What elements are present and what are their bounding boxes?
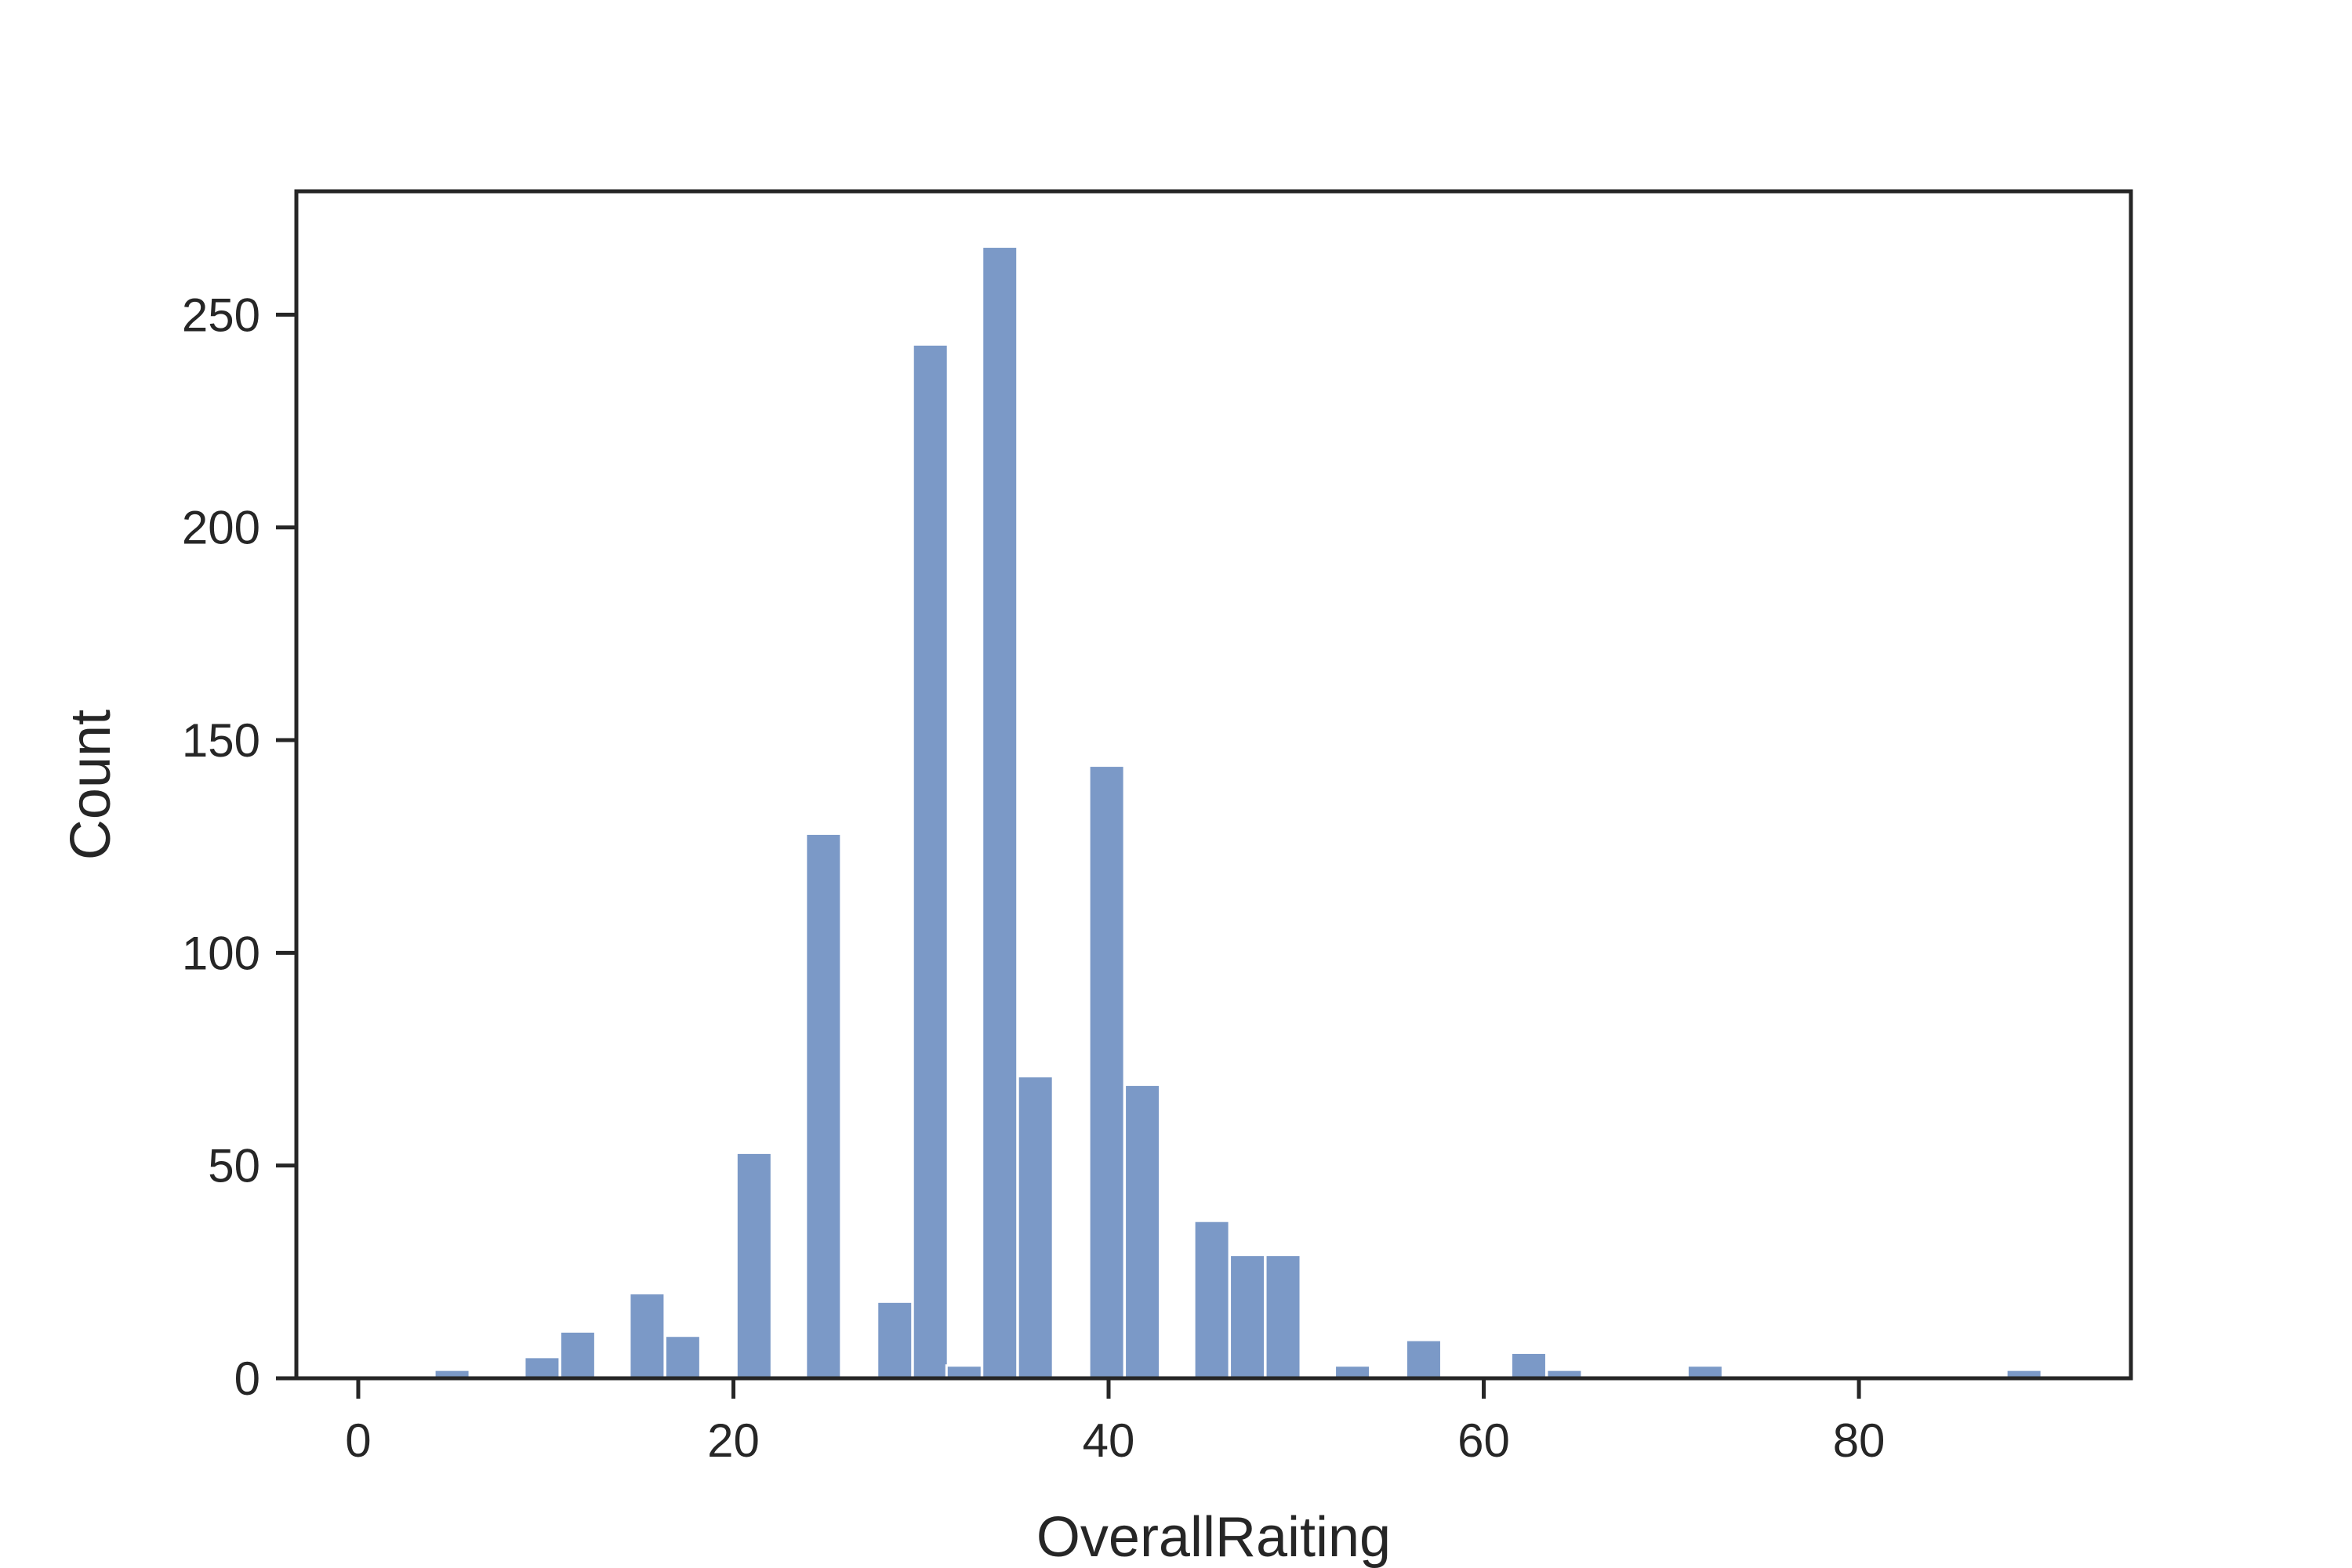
x-tick-label: 40 <box>1083 1414 1135 1467</box>
histogram-bar <box>628 1291 666 1380</box>
histogram-bar <box>1509 1351 1548 1380</box>
y-ticks-group: 0 50 100 150 200 250 <box>182 289 296 1405</box>
x-ticks-group: 0 20 40 60 80 <box>345 1378 1885 1467</box>
histogram-bar <box>981 245 1019 1380</box>
bars-group <box>433 245 2043 1380</box>
y-tick-label: 50 <box>208 1140 260 1192</box>
histogram-bar <box>804 832 843 1380</box>
y-tick-label: 250 <box>182 289 260 341</box>
histogram-bar <box>1404 1338 1443 1380</box>
histogram-bar <box>1192 1219 1231 1380</box>
histogram-bar <box>876 1300 914 1380</box>
histogram-bar <box>663 1334 702 1380</box>
histogram-bar <box>523 1356 561 1380</box>
histogram-bar <box>735 1151 773 1380</box>
histogram-bar <box>1123 1083 1162 1380</box>
y-tick-label: 0 <box>234 1352 260 1405</box>
y-tick-label: 150 <box>182 714 260 767</box>
histogram-bar <box>1264 1254 1302 1380</box>
histogram-bar <box>1229 1254 1267 1380</box>
histogram-bar <box>558 1330 597 1380</box>
histogram-bar <box>911 343 949 1380</box>
histogram-bar <box>1016 1075 1054 1380</box>
x-tick-label: 0 <box>345 1414 371 1467</box>
y-axis-label: Count <box>60 710 122 860</box>
y-tick-label: 200 <box>182 502 260 554</box>
x-axis-label: OverallRaiting <box>1036 1506 1391 1568</box>
histogram-bar <box>1087 764 1126 1380</box>
x-tick-label: 20 <box>707 1414 760 1467</box>
y-tick-label: 100 <box>182 927 260 979</box>
x-tick-label: 60 <box>1457 1414 1510 1467</box>
x-tick-label: 80 <box>1833 1414 1886 1467</box>
plot-frame <box>294 189 2133 1381</box>
